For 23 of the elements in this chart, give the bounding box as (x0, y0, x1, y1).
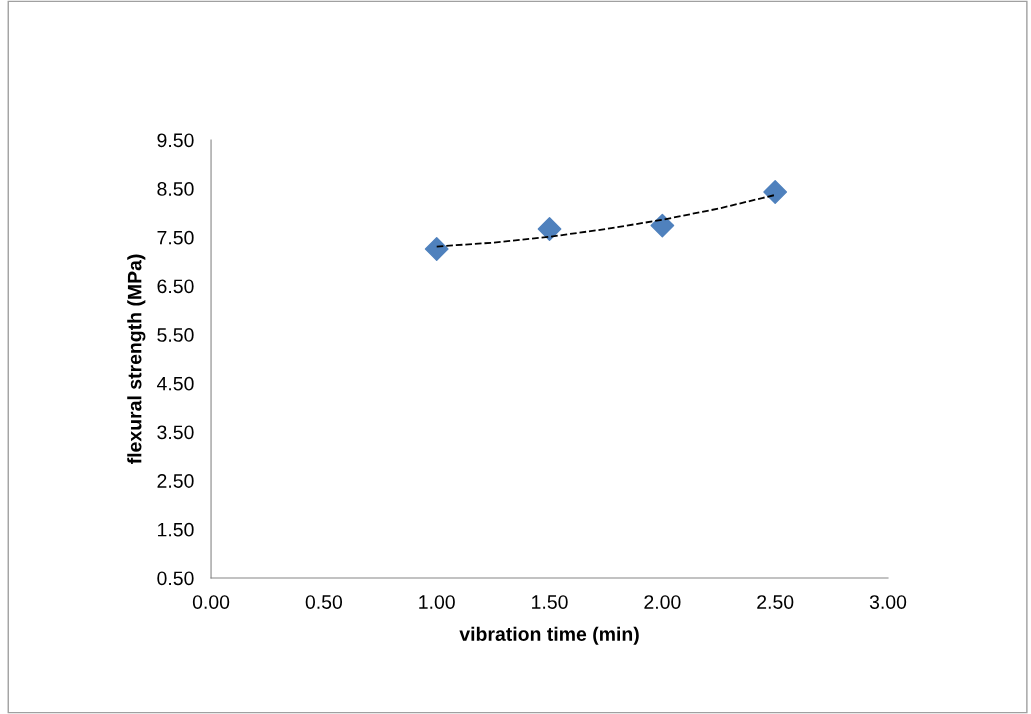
y-tick-label: 1.50 (158, 522, 194, 537)
x-tick-label: 0.50 (305, 595, 343, 609)
y-tick-label: 2.50 (157, 474, 194, 488)
x-tick-label: 1.00 (419, 595, 455, 609)
x-axis-title: vibration time (min) (459, 626, 639, 645)
x-tick-label: 2.00 (644, 595, 681, 609)
point (424, 237, 449, 261)
y-tick-label: 9.50 (157, 133, 194, 148)
x-tick-label: 3.00 (869, 595, 907, 609)
y-tick-label: 0.50 (157, 571, 194, 586)
y-axis-title: flexural strength (MPa) (127, 254, 146, 464)
x-tick-label: 0.00 (192, 595, 230, 609)
y-tick-label: 8.50 (157, 182, 194, 196)
x-tick-label: 1.50 (532, 595, 568, 609)
point (763, 180, 788, 204)
y-tick-label: 7.50 (157, 230, 194, 245)
y-tick-label: 3.50 (157, 425, 194, 440)
y-tick-label: 4.50 (156, 376, 194, 391)
y-tick-label: 6.50 (157, 279, 194, 294)
y-tick-label: 5.50 (157, 328, 194, 342)
x-tick-label: 2.50 (757, 595, 794, 609)
point (650, 213, 675, 238)
point (537, 217, 562, 241)
